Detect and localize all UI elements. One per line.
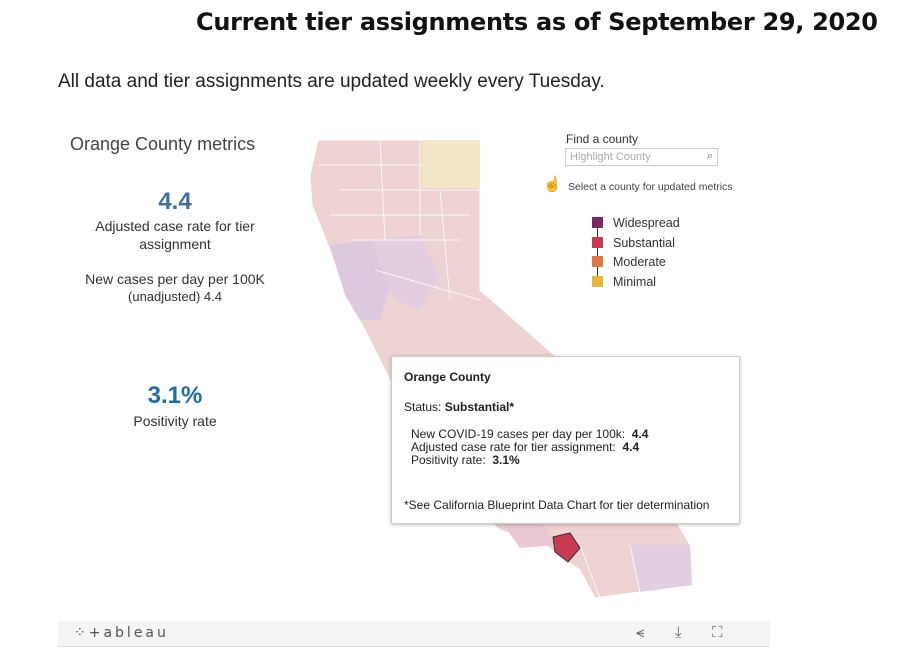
legend-swatch [592, 217, 603, 228]
tableau-logo-text: +ableau [88, 625, 169, 641]
legend-swatch [592, 237, 603, 248]
search-icon[interactable]: ⌕ [706, 150, 713, 162]
county-region-la[interactable] [500, 520, 555, 548]
tooltip-adjusted-rate: Adjusted case rate for tier assignment: … [411, 441, 639, 454]
county-tooltip: Orange County Status: Substantial* New C… [391, 356, 740, 524]
metrics-title: Orange County metrics [70, 134, 256, 154]
legend-connector-line [597, 220, 598, 282]
county-region-southeast[interactable] [630, 545, 692, 592]
tooltip-county-name: Orange County [404, 370, 491, 384]
fullscreen-icon[interactable]: ⛶ [712, 624, 723, 641]
positivity-rate-value: 3.1% [147, 382, 203, 409]
metric-label: New COVID-19 cases per day per 100k: [411, 427, 626, 441]
find-county-label: Find a county [566, 132, 639, 146]
legend-label: Substantial [613, 236, 675, 250]
download-icon[interactable]: ⤓ [675, 624, 682, 641]
legend-swatch [592, 256, 603, 267]
legend-item-substantial: Substantial [592, 236, 675, 250]
positivity-rate-label: Positivity rate [133, 413, 217, 429]
metric-value: 4.4 [631, 427, 649, 441]
legend-label: Widespread [613, 216, 680, 230]
metric-label: Positivity rate: [411, 453, 486, 467]
legend-label: Minimal [613, 275, 657, 289]
search-placeholder: Highlight County [570, 151, 651, 163]
highlight-county-input[interactable]: Highlight County ⌕ [565, 148, 718, 166]
tooltip-positivity: Positivity rate: 3.1% [411, 454, 520, 467]
tooltip-new-cases: New COVID-19 cases per day per 100k: 4.4 [411, 428, 648, 441]
tableau-toolbar: ⁘+ableau ⪪ ⤓ ⛶ [58, 621, 770, 647]
select-county-hint: Select a county for updated metrics [568, 181, 733, 193]
legend-item-minimal: Minimal [592, 275, 656, 289]
new-cases-unadjusted: (unadjusted) 4.4 [128, 289, 222, 304]
legend-swatch [592, 276, 603, 287]
share-icon[interactable]: ⪪ [636, 624, 645, 641]
pointer-hand-icon: ☝ [543, 176, 562, 193]
legend-label: Moderate [613, 255, 666, 269]
metric-label: Adjusted case rate for tier assignment: [411, 440, 616, 454]
tableau-logo-icon: ⁘ [74, 625, 89, 641]
county-region-north[interactable] [422, 140, 480, 188]
orange-county-highlight[interactable] [552, 532, 581, 563]
legend-item-widespread: Widespread [592, 216, 680, 230]
tooltip-footnote: *See California Blueprint Data Chart for… [404, 498, 710, 512]
tableau-logo[interactable]: ⁘+ableau [74, 625, 169, 641]
adjusted-case-rate-label-1: Adjusted case rate for tier [95, 218, 255, 234]
status-label: Status: [404, 400, 442, 414]
county-region-central[interactable] [370, 235, 440, 310]
metric-value: 4.4 [622, 440, 640, 454]
status-value: Substantial* [444, 400, 515, 414]
new-cases-label: New cases per day per 100K [85, 271, 265, 287]
page-title: Current tier assignments as of September… [196, 8, 878, 36]
legend-item-moderate: Moderate [592, 255, 666, 269]
tooltip-status: Status: Substantial* [404, 400, 514, 414]
adjusted-case-rate-label-2: assignment [139, 236, 211, 252]
adjusted-case-rate-value: 4.4 [158, 188, 192, 215]
metric-value: 3.1% [492, 453, 520, 467]
page-subtitle: All data and tier assignments are update… [58, 71, 605, 92]
